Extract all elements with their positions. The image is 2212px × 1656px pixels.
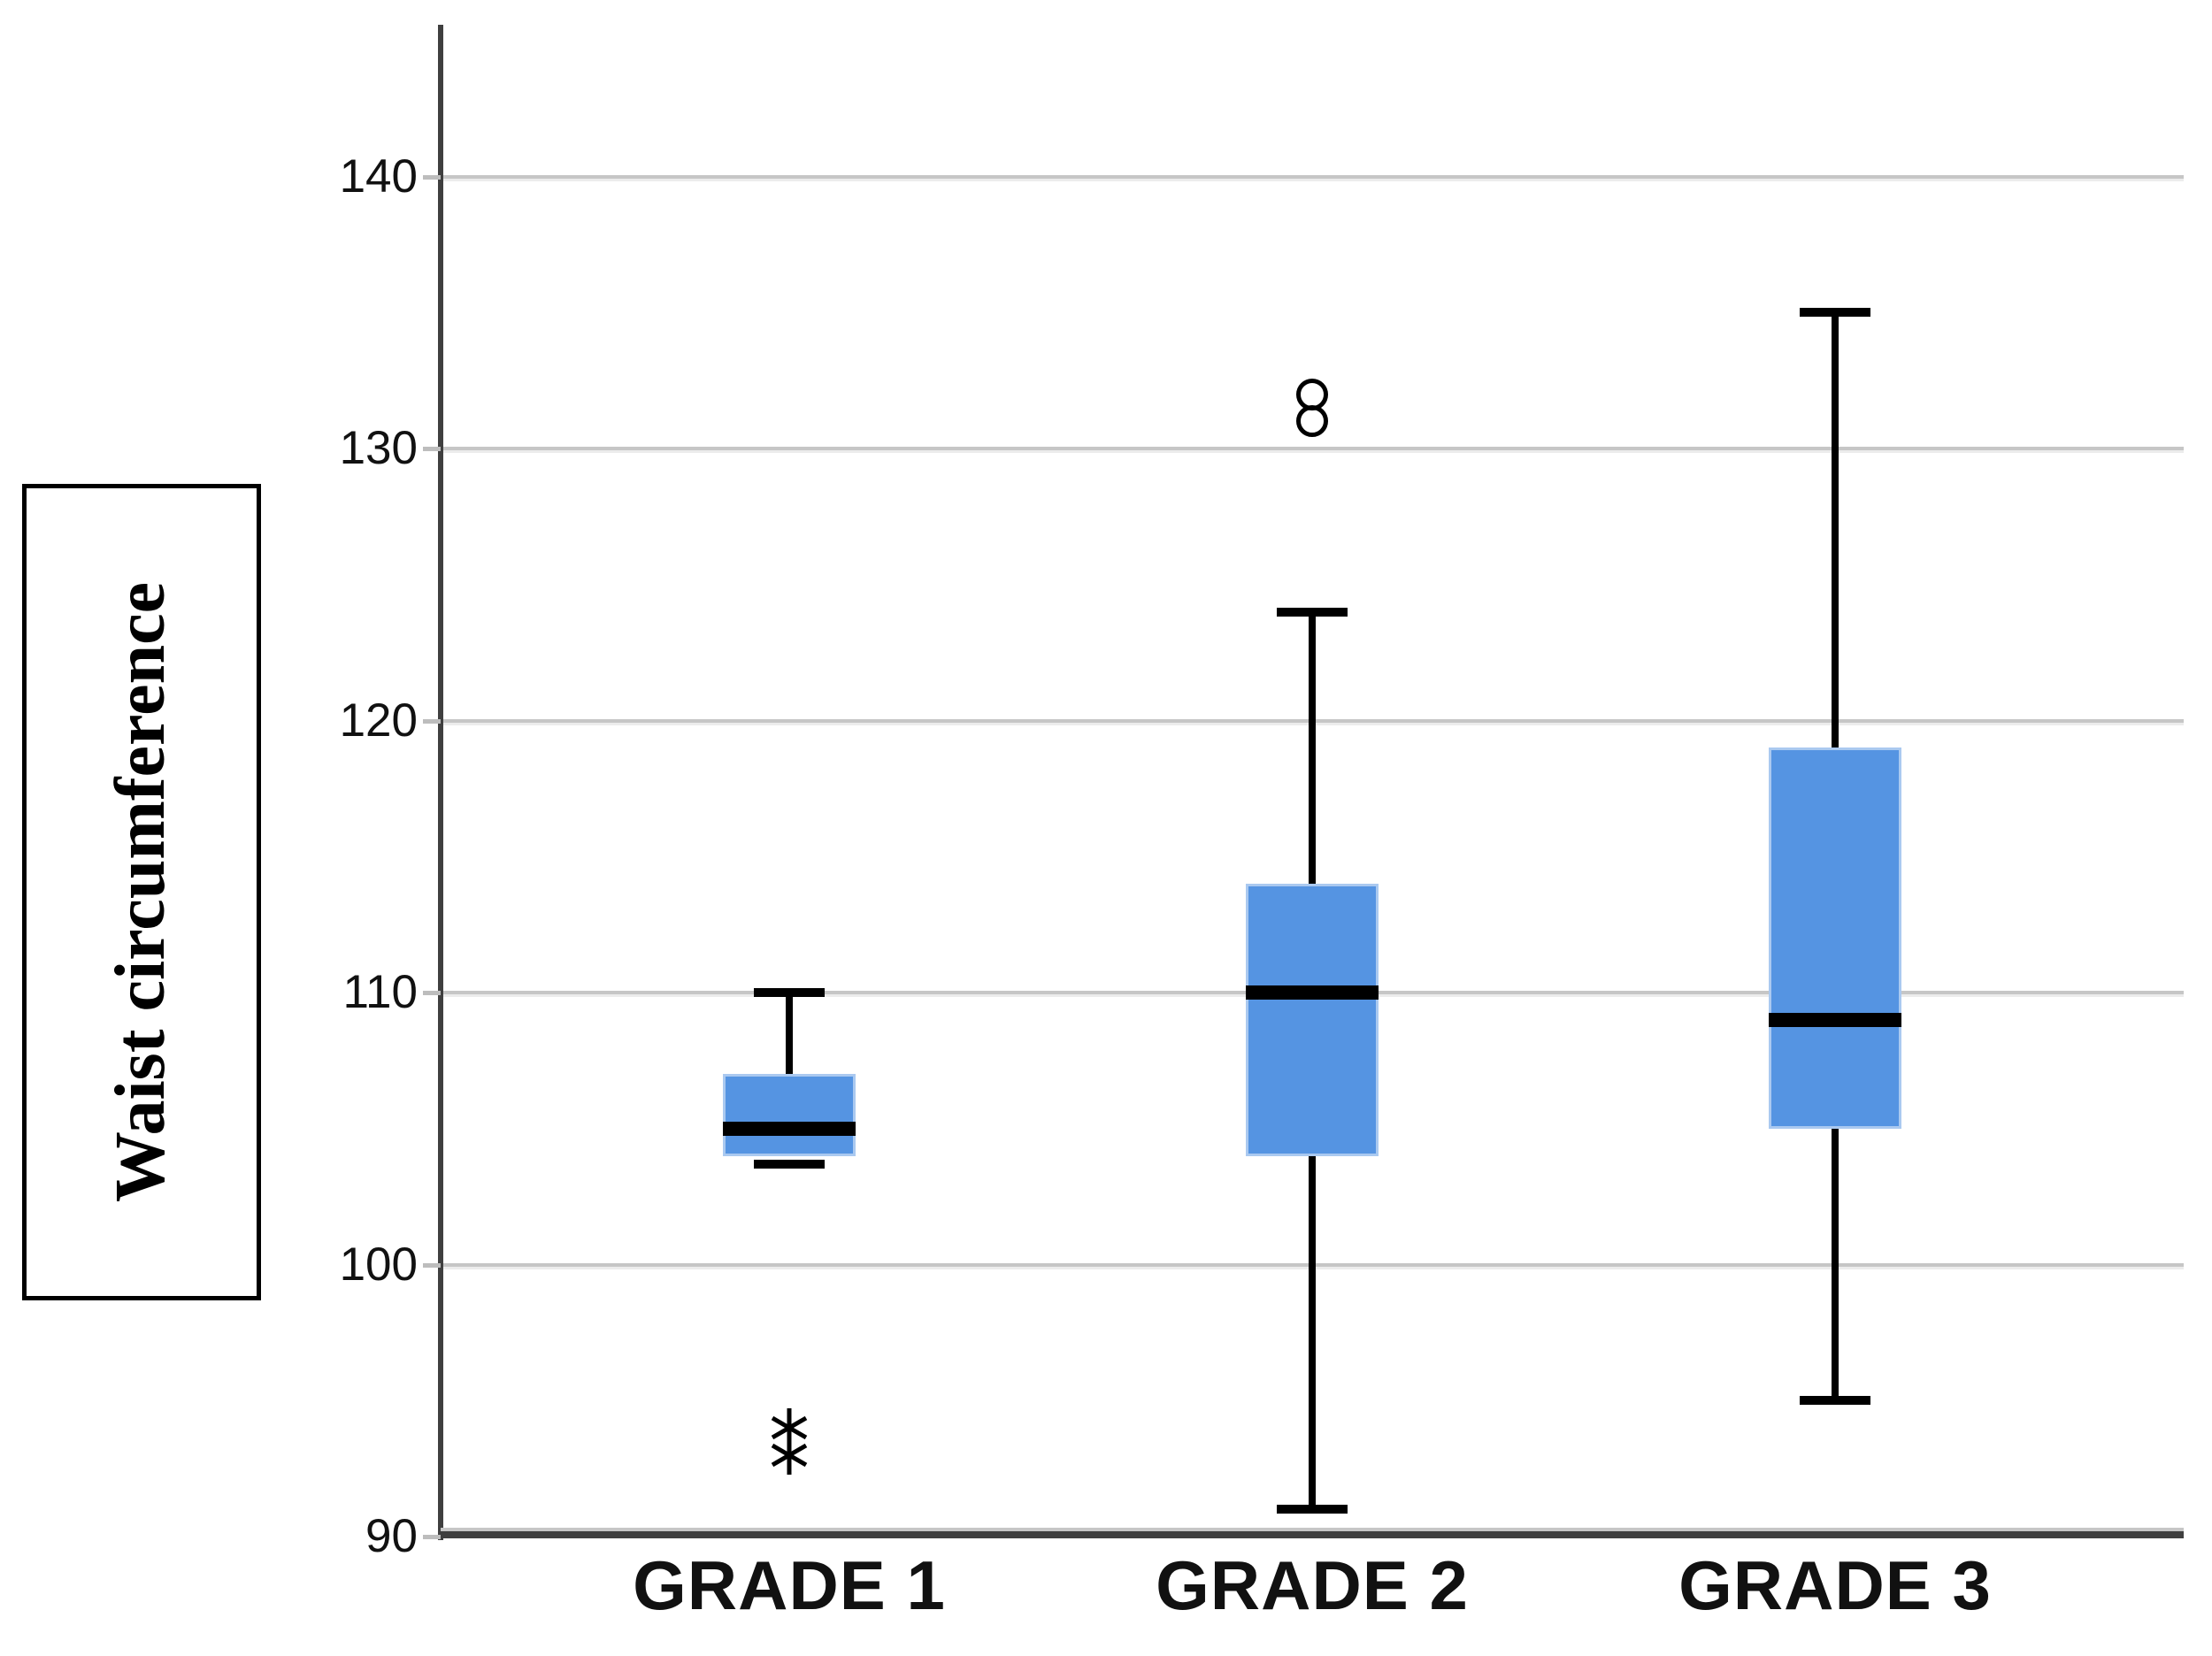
box-grade-1 xyxy=(723,1074,856,1156)
gridline xyxy=(441,447,2184,453)
upper-whisker-line xyxy=(786,993,793,1075)
y-tick xyxy=(423,174,441,180)
y-tick-label: 100 xyxy=(339,1238,418,1291)
y-tick xyxy=(423,1535,441,1539)
x-category-label-1: GRADE 1 xyxy=(633,1546,946,1624)
median-line xyxy=(1769,1012,1901,1027)
y-tick-label: 90 xyxy=(365,1510,418,1562)
lower-whisker-line xyxy=(1832,1128,1839,1401)
gridline xyxy=(441,174,2184,181)
y-tick xyxy=(423,1262,441,1268)
x-category-label-3: GRADE 3 xyxy=(1678,1546,1992,1624)
y-tick-label: 120 xyxy=(339,694,418,747)
median-line xyxy=(723,1121,856,1136)
y-tick-label: 140 xyxy=(339,150,418,203)
median-line xyxy=(1246,985,1379,1000)
upper-whisker-cap xyxy=(754,988,825,997)
y-tick xyxy=(423,447,441,451)
outlier-circle xyxy=(1296,405,1328,438)
x-axis-line-highlight xyxy=(441,1528,2184,1531)
lower-whisker-line xyxy=(1309,1155,1316,1510)
outlier-asterisk xyxy=(768,1434,810,1476)
y-axis-title: Waist circumference xyxy=(102,581,180,1203)
x-category-label-2: GRADE 2 xyxy=(1156,1546,1469,1624)
upper-whisker-line xyxy=(1309,611,1316,884)
lower-whisker-cap xyxy=(754,1159,825,1169)
y-tick-label: 130 xyxy=(339,422,418,474)
box-grade-2 xyxy=(1246,884,1379,1156)
upper-whisker-cap xyxy=(1800,308,1870,318)
box-grade-3 xyxy=(1769,748,1901,1129)
x-axis-line xyxy=(441,1531,2184,1538)
upper-whisker-line xyxy=(1832,312,1839,748)
lower-whisker-cap xyxy=(1277,1505,1348,1514)
lower-whisker-cap xyxy=(1800,1396,1870,1406)
upper-whisker-cap xyxy=(1277,607,1348,617)
y-tick xyxy=(423,718,441,724)
y-tick xyxy=(423,991,441,995)
y-tick-label: 110 xyxy=(342,966,419,1018)
y-axis-title-box: Waist circumference xyxy=(22,484,261,1300)
y-axis-line xyxy=(438,25,443,1540)
